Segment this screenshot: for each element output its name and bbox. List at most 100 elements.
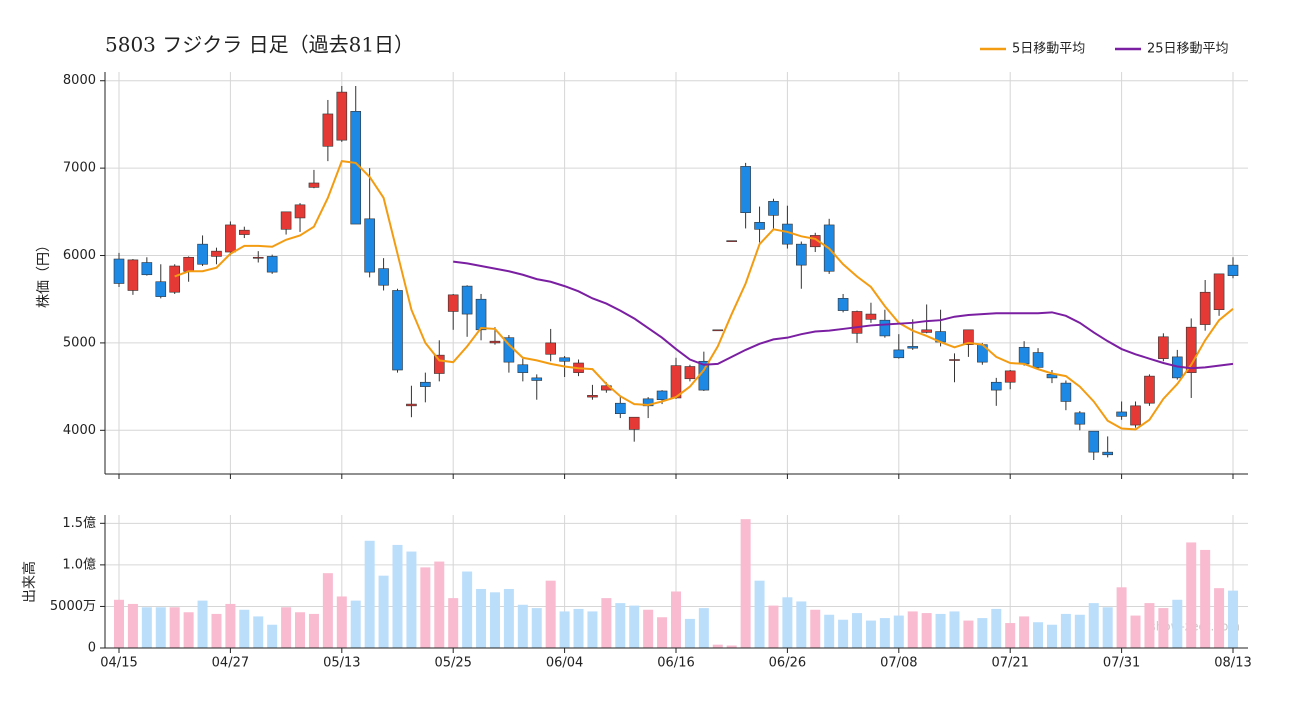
candle-body (1213, 273, 1225, 311)
candle-body (322, 113, 334, 147)
candle-body (865, 313, 877, 320)
volume-bar (267, 624, 278, 648)
candle-body (1074, 412, 1086, 425)
candle-body (782, 223, 793, 245)
volume-bar (768, 605, 779, 648)
volume-bar (1005, 623, 1016, 648)
candle-body (628, 416, 640, 430)
volume-bar (545, 580, 556, 648)
volume-bar (1186, 542, 1197, 648)
volume-bar (838, 619, 849, 648)
volume-bar (1019, 616, 1030, 648)
x-tick-label: 07/31 (1103, 656, 1140, 671)
volume-bar (1046, 624, 1057, 648)
y-tick-label: 1.5億 (62, 515, 96, 531)
moving-average-line (174, 160, 1234, 431)
y-tick-label: 8000 (63, 73, 96, 88)
volume-bar (587, 611, 598, 648)
candle-body (433, 354, 445, 374)
volume-bar (1102, 607, 1113, 648)
candle-body (851, 311, 863, 334)
x-tick-label: 06/04 (546, 656, 583, 671)
candle-body (614, 402, 626, 414)
candle-body (1004, 370, 1016, 383)
volume-bar (531, 608, 542, 648)
candle-body (712, 329, 724, 332)
candle-body (378, 268, 389, 286)
volume-bar (503, 588, 514, 648)
candle-body (837, 298, 849, 311)
candle-body (1185, 326, 1197, 373)
candle-body (963, 329, 974, 345)
candle-body (949, 359, 960, 361)
volume-bar (114, 599, 124, 648)
volume-bar (364, 540, 375, 648)
x-tick-label: 06/26 (769, 656, 806, 671)
volume-bar (559, 611, 570, 648)
candle-body (364, 218, 375, 273)
volume-bar (698, 608, 709, 648)
candle-body (726, 240, 738, 242)
volume-bar (392, 544, 403, 648)
candle-body (1144, 375, 1155, 404)
volume-bar (977, 618, 988, 648)
volume-bar (406, 551, 417, 648)
candle-body (656, 390, 668, 401)
volume-bar (657, 617, 668, 648)
volume-bar (852, 613, 863, 648)
volume-bar (824, 614, 835, 648)
candle-body (225, 224, 236, 253)
volume-bar (796, 601, 807, 648)
candle-body (907, 346, 919, 349)
volume-bar (1074, 614, 1085, 648)
candle-body (921, 329, 932, 333)
candle-body (545, 342, 556, 355)
candle-body (280, 211, 292, 230)
y-tick-label: 4000 (63, 423, 96, 438)
candle-body (990, 381, 1002, 391)
volume-bar (197, 600, 208, 648)
candle-body (308, 182, 320, 188)
volume-bar (810, 609, 821, 648)
volume-bar (615, 603, 626, 648)
volume-bar (740, 519, 751, 648)
candle-body (294, 204, 306, 219)
x-tick-label: 04/15 (100, 656, 137, 671)
candle-body (517, 364, 529, 373)
candle-body (1088, 430, 1100, 453)
volume-bar (1158, 608, 1169, 648)
volume-bar (1088, 603, 1099, 648)
y-tick-label: 5000 (63, 335, 96, 350)
volume-bar (907, 611, 918, 648)
candle-body (489, 340, 501, 344)
x-tick-label: 04/27 (212, 656, 249, 671)
candle-body (239, 229, 250, 235)
volume-bar (517, 604, 528, 648)
volume-bar (726, 645, 737, 648)
y-tick-label: 5000万 (50, 599, 96, 614)
volume-bar (476, 588, 487, 648)
volume-bar (1172, 599, 1183, 648)
volume-bar (322, 573, 333, 648)
candle-body (252, 256, 264, 259)
candle-body (559, 357, 570, 362)
volume-bar (1228, 590, 1238, 648)
candle-body (796, 243, 807, 266)
candle-body (155, 281, 167, 297)
volume-bar (295, 612, 306, 648)
volume-axis-label: 出来高 (21, 561, 38, 603)
candle-body (475, 298, 487, 331)
volume-bar (378, 575, 389, 648)
volume-bar (935, 613, 946, 648)
volume-bar (629, 605, 640, 648)
volume-bar (420, 567, 431, 648)
y-tick-label: 1.0億 (62, 556, 96, 572)
volume-bar (1116, 587, 1127, 648)
volume-bar (308, 613, 319, 648)
candle-body (420, 381, 431, 387)
candle-body (336, 91, 348, 141)
candle-body (447, 294, 459, 312)
volume-bar (127, 603, 138, 648)
volume-bar (921, 613, 932, 648)
volume-bar (712, 644, 723, 648)
